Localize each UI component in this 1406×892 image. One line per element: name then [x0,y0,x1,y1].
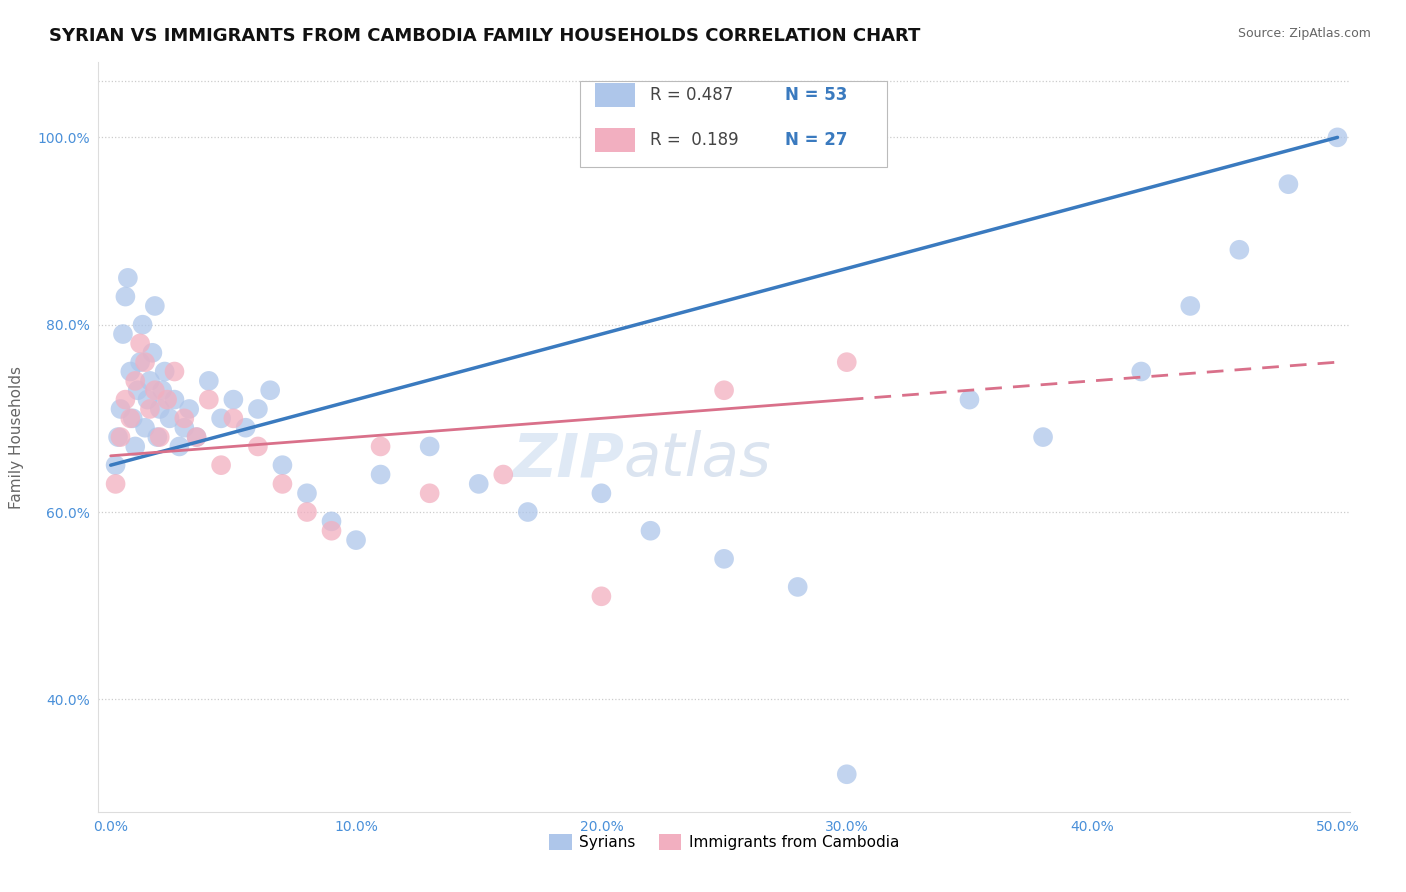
Point [370,467,392,482]
Point [235,420,257,434]
Point [467,476,489,491]
Point [169,440,191,454]
Point [198,374,221,388]
Text: R = 0.487: R = 0.487 [650,87,734,104]
Point [959,392,981,407]
Point [1130,364,1153,378]
Point [198,392,221,407]
Point [127,384,149,398]
Point [209,458,232,473]
Point [141,345,163,359]
Point [835,767,858,781]
Point [131,318,153,332]
Point [121,411,143,425]
Point [370,440,392,454]
Point [173,411,195,425]
Point [271,458,294,473]
Point [136,392,159,407]
Legend: Syrians, Immigrants from Cambodia: Syrians, Immigrants from Cambodia [543,829,905,856]
Point [163,392,186,407]
Point [153,364,176,378]
Point [259,384,281,398]
FancyBboxPatch shape [595,128,636,153]
Point [222,411,245,425]
Point [139,401,162,416]
Point [1277,177,1299,192]
Text: atlas: atlas [624,430,772,489]
Point [591,590,613,604]
Point [1326,130,1348,145]
Point [179,401,201,416]
Point [139,374,162,388]
Point [1180,299,1202,313]
Point [149,401,172,416]
Point [110,401,132,416]
Point [186,430,208,444]
Point [321,514,343,528]
Point [419,440,441,454]
Point [271,476,294,491]
Point [163,364,186,378]
Point [209,411,232,425]
Y-axis label: Family Households: Family Households [8,366,24,508]
Point [111,326,134,341]
Point [120,411,142,425]
Point [104,476,127,491]
Point [786,580,808,594]
Point [246,401,269,416]
FancyBboxPatch shape [595,84,636,107]
Text: Source: ZipAtlas.com: Source: ZipAtlas.com [1237,27,1371,40]
Text: ZIP: ZIP [512,430,624,489]
Text: N = 27: N = 27 [786,131,848,149]
Point [173,420,195,434]
Point [114,392,136,407]
Point [134,355,156,369]
Point [516,505,538,519]
Point [344,533,367,547]
Point [713,384,735,398]
Point [143,384,166,398]
Point [149,430,172,444]
Point [143,299,166,313]
Text: SYRIAN VS IMMIGRANTS FROM CAMBODIA FAMILY HOUSEHOLDS CORRELATION CHART: SYRIAN VS IMMIGRANTS FROM CAMBODIA FAMIL… [49,27,921,45]
Point [156,392,179,407]
Point [321,524,343,538]
FancyBboxPatch shape [581,81,887,168]
Point [146,430,169,444]
Point [117,271,139,285]
Point [186,430,208,444]
Point [1227,243,1250,257]
Text: N = 53: N = 53 [786,87,848,104]
Point [120,364,142,378]
Point [1032,430,1054,444]
Point [129,355,152,369]
Point [419,486,441,500]
Point [124,374,146,388]
Point [150,384,173,398]
Text: R =  0.189: R = 0.189 [650,131,740,149]
Point [591,486,613,500]
Point [129,336,152,351]
Point [124,440,146,454]
Point [295,486,318,500]
Point [107,430,129,444]
Point [104,458,127,473]
Point [134,420,156,434]
Point [114,289,136,303]
Point [110,430,132,444]
Point [835,355,858,369]
Point [492,467,515,482]
Point [246,440,269,454]
Point [222,392,245,407]
Point [640,524,662,538]
Point [295,505,318,519]
Point [713,551,735,566]
Point [159,411,181,425]
